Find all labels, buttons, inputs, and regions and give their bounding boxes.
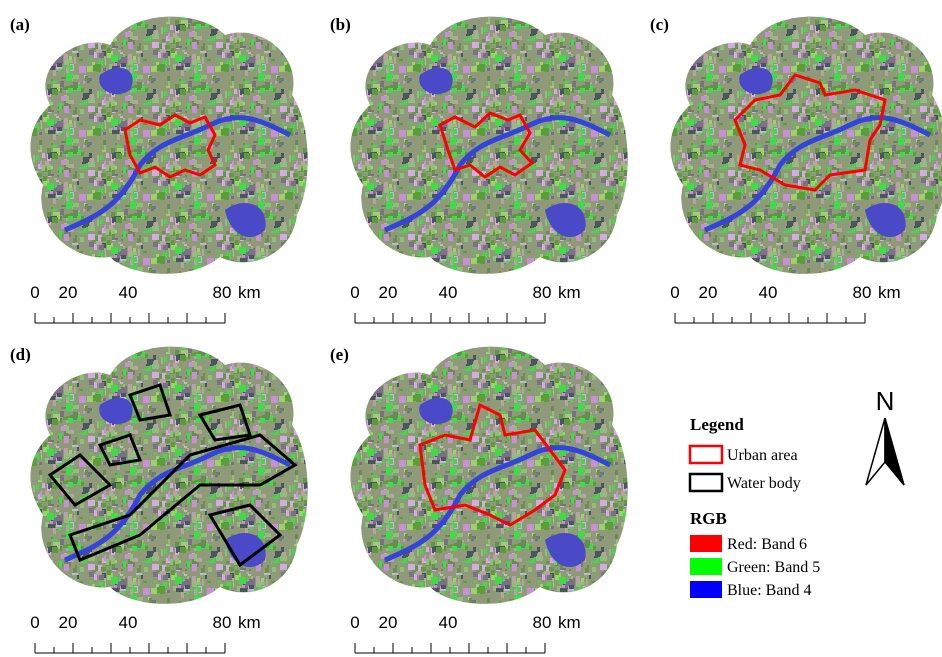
map-panel: (c) — [650, 15, 942, 274]
legend-red-swatch — [690, 535, 722, 552]
scale-label: 0 — [350, 613, 359, 632]
panel-label: (e) — [330, 345, 349, 364]
satellite-image — [350, 17, 627, 274]
scale-label: 40 — [119, 613, 138, 632]
legend-urban-swatch — [690, 446, 722, 463]
scale-unit: km — [238, 613, 261, 632]
north-arrow-left — [866, 418, 885, 485]
scale-unit: km — [238, 283, 261, 302]
legend-item: Green: Band 5 — [727, 559, 820, 576]
scale-label: 40 — [119, 283, 138, 302]
legend-rgb-title: RGB — [690, 509, 727, 528]
figure: Legend RGB Urban area Water body Red: Ba… — [0, 0, 942, 657]
scale-label: 40 — [439, 613, 458, 632]
satellite-image — [350, 347, 627, 604]
scale-label: 80 — [853, 283, 872, 302]
panel-label: (b) — [330, 15, 351, 34]
satellite-image — [30, 17, 307, 274]
scale-label: 40 — [759, 283, 778, 302]
scale-label: 80 — [213, 283, 232, 302]
scale-unit: km — [878, 283, 901, 302]
legend-item: Urban area — [727, 447, 798, 464]
scale-label: 80 — [213, 613, 232, 632]
scale-label: 80 — [533, 613, 552, 632]
legend-item: Red: Band 6 — [727, 536, 807, 553]
legend-blue-swatch — [690, 581, 722, 598]
map-panel: (b) — [330, 15, 628, 274]
scale-label: 0 — [30, 613, 39, 632]
scale-label: 80 — [533, 283, 552, 302]
scale-label: 20 — [59, 613, 78, 632]
scale-label: 20 — [59, 283, 78, 302]
legend-green-swatch — [690, 558, 722, 575]
scale-label: 20 — [379, 613, 398, 632]
scale-unit: km — [558, 613, 581, 632]
scale-label: 0 — [670, 283, 679, 302]
scale-label: 20 — [379, 283, 398, 302]
panel-label: (c) — [650, 15, 669, 34]
map-panel: (d) — [10, 345, 308, 604]
scale-label: 0 — [350, 283, 359, 302]
north-arrow-right — [885, 418, 904, 485]
panel-label: (a) — [10, 15, 30, 34]
map-panel: (a) — [10, 15, 308, 274]
panel-label: (d) — [10, 345, 31, 364]
legend-item: Blue: Band 4 — [727, 582, 811, 599]
scale-unit: km — [558, 283, 581, 302]
map-panel: (e) — [330, 345, 628, 604]
scale-label: 0 — [30, 283, 39, 302]
legend-item: Water body — [727, 475, 801, 492]
legend-title: Legend — [690, 415, 744, 434]
scale-label: 40 — [439, 283, 458, 302]
legend-water-swatch — [690, 474, 722, 491]
north-label: N — [876, 386, 895, 416]
scale-label: 20 — [699, 283, 718, 302]
